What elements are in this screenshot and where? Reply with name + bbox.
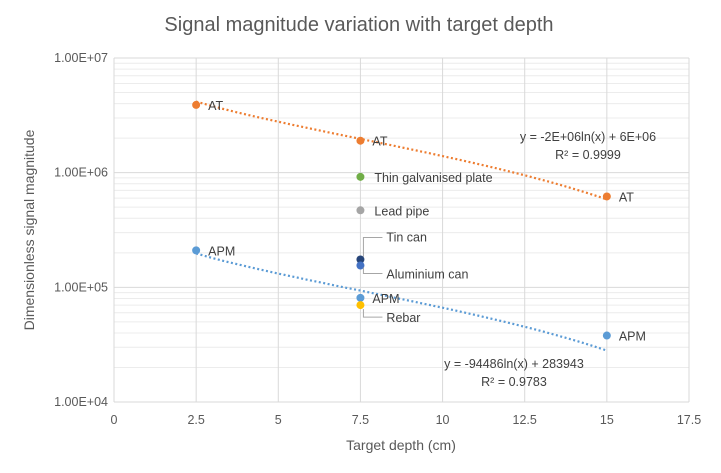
data-point (356, 172, 365, 181)
label-leader-line (362, 236, 383, 257)
data-label: AT (208, 99, 223, 113)
x-tick-label: 15 (600, 413, 614, 427)
data-points (192, 100, 611, 340)
data-point (602, 331, 611, 340)
data-label: AT (619, 190, 634, 204)
y-tick-label: 1.00E+07 (54, 51, 108, 65)
y-tick-label: 1.00E+05 (54, 280, 108, 294)
label-leader-line (362, 309, 383, 318)
chart-title: Signal magnitude variation with target d… (164, 14, 553, 36)
y-tick-label: 1.00E+04 (54, 395, 108, 409)
data-point (602, 192, 611, 201)
data-point (192, 246, 201, 255)
data-point (356, 206, 365, 215)
data-label: Lead pipe (374, 204, 429, 218)
tick-labels: 0 2.5 5 7.5 10 12.5 15 17.5 1.00E+04 1.00E+05 1.00… (54, 51, 701, 427)
x-tick-label: 5 (275, 413, 282, 427)
y-tick-label: 1.00E+06 (54, 166, 108, 180)
y-axis-title: Dimensionless signal magnitude (21, 129, 37, 330)
data-point (356, 255, 365, 264)
data-label: APM (208, 244, 235, 258)
data-point (356, 136, 365, 145)
data-label: Rebar (386, 311, 420, 325)
trendline-equations: y = -2E+06ln(x) + 6E+06 R² = 0.9999 y = -9… (444, 130, 656, 389)
data-point (356, 301, 365, 310)
data-point (356, 293, 365, 302)
data-label: Tin can (386, 230, 427, 244)
x-tick-label: 0 (111, 413, 118, 427)
data-label: Aluminium can (386, 268, 468, 282)
x-tick-label: 17.5 (677, 413, 701, 427)
data-label: APM (619, 330, 646, 344)
data-label: APM (372, 292, 399, 306)
label-leader-line (362, 267, 383, 275)
trendline-r-squared: R² = 0.9783 (481, 375, 547, 389)
x-tick-label: 12.5 (513, 413, 537, 427)
x-tick-label: 2.5 (187, 413, 204, 427)
gridlines (113, 57, 690, 403)
x-tick-label: 7.5 (352, 413, 369, 427)
trendline-equation: y = -2E+06ln(x) + 6E+06 (520, 130, 656, 144)
x-axis-title: Target depth (cm) (346, 437, 456, 453)
x-tick-label: 10 (436, 413, 450, 427)
trendline-r-squared: R² = 0.9999 (555, 148, 621, 162)
data-labels: AT AT AT APM APM APM Thin galvanised plate Lead… (208, 99, 646, 344)
data-label: AT (372, 135, 387, 149)
data-label: Thin galvanised plate (374, 171, 492, 185)
data-point (192, 100, 201, 109)
trendline-equation: y = -94486ln(x) + 283943 (444, 357, 584, 371)
data-point (356, 261, 365, 270)
